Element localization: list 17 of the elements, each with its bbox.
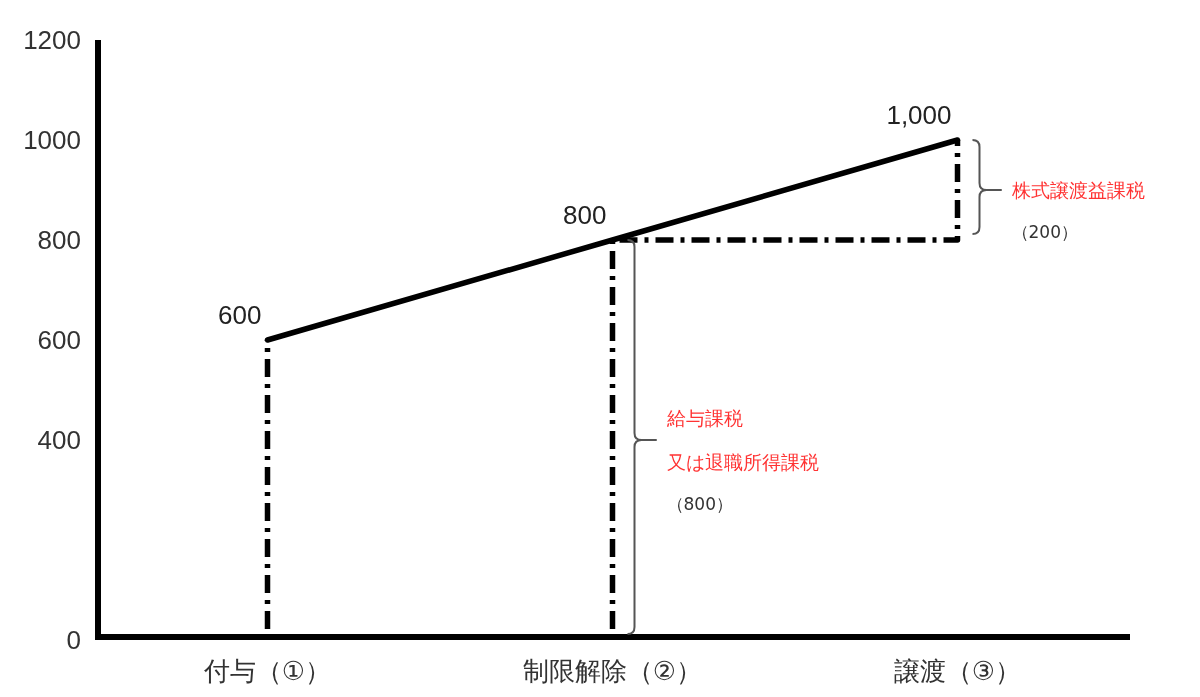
y-tick-label: 1000: [23, 125, 81, 155]
data-label: 800: [563, 200, 607, 230]
y-tick-label: 1200: [23, 25, 81, 55]
y-tick-label: 400: [37, 425, 81, 455]
annotation: 給与課税: [666, 407, 743, 429]
x-tick-label: 制限解除（②）: [522, 656, 703, 686]
annotation: 又は退職所得課税: [666, 451, 819, 473]
data-label: 1,000: [886, 100, 952, 130]
annotation: （200）: [1011, 222, 1078, 242]
x-tick-label: 譲渡（③）: [893, 656, 1022, 686]
annotation: （800）: [666, 494, 733, 514]
y-tick-label: 0: [66, 625, 81, 655]
y-tick-label: 600: [37, 325, 81, 355]
y-tick-label: 800: [37, 225, 81, 255]
data-label: 600: [218, 300, 262, 330]
x-tick-label: 付与（①）: [203, 656, 332, 686]
annotation: 株式譲渡益課税: [1011, 179, 1145, 201]
